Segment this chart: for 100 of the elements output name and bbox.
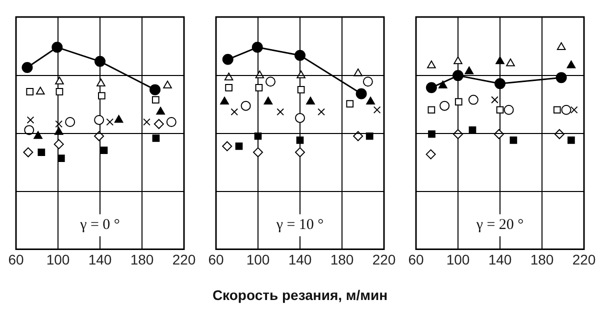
point	[94, 131, 104, 142]
point	[496, 106, 504, 114]
point	[561, 104, 572, 115]
point	[38, 148, 46, 156]
point	[353, 131, 364, 142]
point	[494, 78, 506, 90]
point	[346, 100, 354, 108]
x-tick-label: 220	[372, 251, 396, 268]
point	[570, 106, 578, 114]
point	[438, 80, 448, 88]
point	[54, 139, 64, 150]
annotation: γ = 10 °	[275, 217, 324, 234]
point	[255, 84, 263, 92]
point	[276, 108, 284, 116]
point	[55, 120, 63, 128]
point	[235, 142, 243, 150]
point	[252, 42, 263, 53]
point	[220, 96, 229, 105]
point	[362, 76, 373, 87]
point	[295, 112, 305, 123]
x-tick-label: 100	[246, 251, 270, 268]
point	[230, 108, 238, 116]
point	[225, 84, 232, 92]
x-tick-label: 180	[530, 251, 554, 268]
point	[504, 104, 514, 115]
point	[55, 76, 64, 84]
point	[426, 82, 437, 94]
x-tick-label: 60	[8, 251, 24, 268]
point	[166, 116, 176, 127]
x-tick-label: 220	[172, 251, 196, 268]
point	[154, 119, 164, 130]
point	[452, 70, 464, 82]
annotation: γ = 20 °	[475, 217, 524, 234]
point	[556, 42, 566, 50]
point	[426, 149, 436, 160]
point	[65, 116, 76, 127]
x-tick-label: 140	[288, 251, 312, 268]
point	[264, 96, 273, 105]
point	[366, 96, 375, 105]
point	[152, 96, 160, 104]
x-tick-label: 60	[408, 251, 424, 268]
x-tick-label: 180	[130, 251, 154, 268]
point	[100, 146, 108, 154]
point	[356, 88, 367, 100]
point	[222, 141, 232, 152]
point	[366, 132, 374, 140]
point	[150, 84, 161, 96]
point	[296, 70, 306, 78]
point	[222, 54, 234, 65]
point	[373, 106, 381, 114]
x-tick-label: 180	[330, 251, 354, 268]
point	[96, 78, 106, 86]
point	[428, 106, 436, 114]
point	[22, 62, 33, 73]
point	[454, 98, 462, 106]
point	[94, 114, 104, 125]
point	[428, 130, 436, 138]
point	[98, 92, 106, 100]
point	[26, 116, 34, 124]
annotation: γ = 0 °	[79, 217, 120, 234]
point	[253, 147, 263, 158]
point	[566, 60, 576, 68]
point	[52, 42, 63, 53]
x-tick-label: 100	[446, 251, 470, 268]
point	[294, 50, 306, 61]
point	[491, 96, 498, 104]
point	[265, 76, 276, 87]
x-tick-label: 220	[572, 251, 596, 268]
point	[240, 100, 251, 111]
point	[306, 96, 315, 105]
point	[156, 106, 165, 115]
point	[224, 72, 234, 80]
point	[57, 154, 65, 162]
point	[568, 136, 575, 144]
point	[36, 86, 45, 94]
point	[297, 86, 305, 94]
point	[94, 56, 106, 67]
point	[454, 56, 462, 64]
point	[510, 136, 518, 144]
x-axis-title: Скорость резания, м/мин	[212, 286, 388, 303]
point	[553, 106, 561, 114]
point	[143, 118, 150, 126]
point	[255, 70, 264, 78]
point	[56, 88, 64, 96]
point	[440, 100, 450, 111]
point	[427, 60, 436, 68]
point	[296, 136, 304, 144]
x-tick-label: 100	[46, 251, 70, 268]
point	[468, 94, 478, 105]
x-tick-label: 60	[208, 251, 224, 268]
point	[496, 56, 504, 64]
point	[23, 147, 34, 158]
point	[318, 108, 325, 116]
point	[295, 147, 305, 158]
point	[464, 66, 474, 74]
point	[163, 80, 172, 88]
point	[506, 58, 515, 66]
point	[114, 114, 124, 123]
x-tick-label: 140	[488, 251, 512, 268]
point	[106, 118, 114, 126]
